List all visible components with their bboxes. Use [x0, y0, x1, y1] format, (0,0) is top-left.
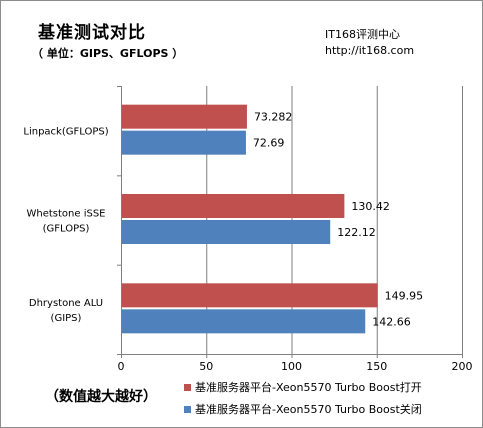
x-tick-label-2: 100	[281, 360, 302, 373]
bar-turbo-on-1	[122, 194, 345, 218]
category-label-1-1: (GFLOPS)	[43, 224, 90, 235]
source-name: IT168评测中心	[325, 28, 400, 41]
legend-swatch-turbo-on	[184, 383, 191, 391]
category-label-1-0: Whetstone iSSE	[26, 209, 105, 220]
footnote: （数值越大越好）	[45, 389, 157, 405]
data-label-turbo-off-2: 142.66	[372, 315, 411, 328]
bar-turbo-on-2	[122, 283, 378, 308]
legend-item-turbo-off: 基准服务器平台-Xeon5570 Turbo Boost关闭	[184, 398, 422, 420]
data-label-turbo-on-0: 73.282	[254, 111, 292, 124]
legend-swatch-turbo-off	[184, 405, 191, 413]
category-label-0-0: Linpack(GFLOPS)	[23, 127, 108, 138]
data-label-turbo-on-2: 149.95	[385, 289, 424, 302]
bar-turbo-off-1	[122, 220, 331, 244]
x-tick-label-4: 200	[452, 360, 473, 373]
category-label-2-1: (GIPS)	[51, 313, 82, 324]
data-label-turbo-off-1: 122.12	[337, 226, 376, 239]
legend: 基准服务器平台-Xeon5570 Turbo Boost打开 基准服务器平台-X…	[184, 376, 422, 420]
legend-label-turbo-on: 基准服务器平台-Xeon5570 Turbo Boost打开	[195, 381, 422, 394]
category-label-2-0: Dhrystone ALU	[29, 298, 103, 309]
legend-label-turbo-off: 基准服务器平台-Xeon5570 Turbo Boost关闭	[195, 403, 422, 416]
data-label-turbo-on-1: 130.42	[351, 200, 390, 213]
x-tick-label-0: 0	[118, 360, 125, 373]
x-tick-label-3: 150	[366, 360, 387, 373]
chart-title: 基准测试对比	[38, 23, 146, 43]
bar-turbo-off-2	[122, 309, 366, 334]
source-url: http://it168.com	[325, 44, 415, 57]
bar-turbo-on-0	[122, 104, 247, 129]
chart-subtitle: （ 单位：GIPS、GFLOPS ）	[32, 47, 184, 60]
bar-turbo-off-0	[122, 130, 246, 155]
x-tick-label-1: 50	[199, 360, 213, 373]
data-label-turbo-off-0: 72.69	[253, 137, 285, 150]
legend-item-turbo-on: 基准服务器平台-Xeon5570 Turbo Boost打开	[184, 376, 422, 398]
